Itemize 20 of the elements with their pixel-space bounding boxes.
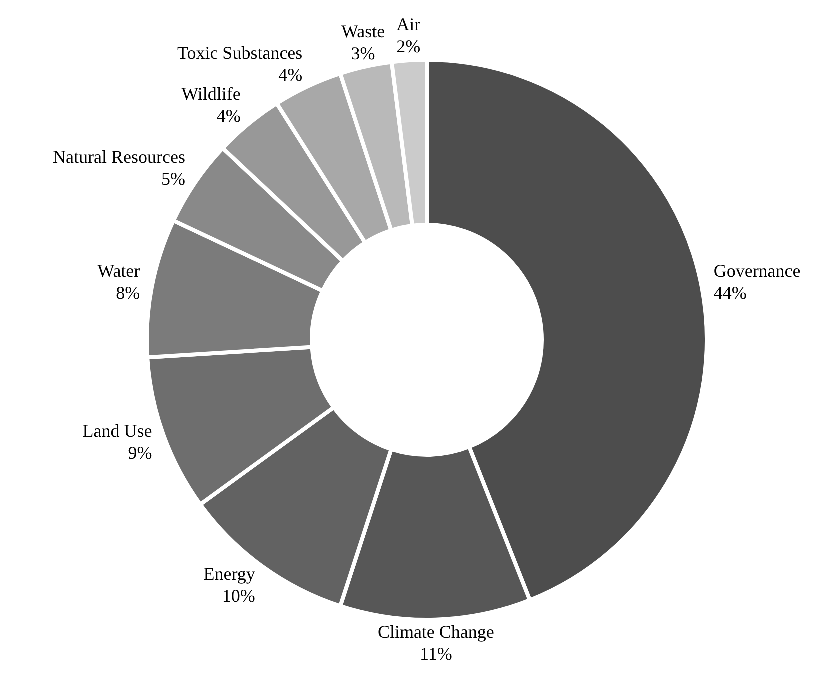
slice-label: Toxic Substances <box>177 42 303 63</box>
slice-label: Waste <box>342 21 386 42</box>
data-label: 4% <box>278 64 303 85</box>
slice-label: Natural Resources <box>53 147 186 168</box>
slice-label: Land Use <box>82 420 152 441</box>
data-label: 11% <box>420 644 452 664</box>
data-label: 5% <box>161 169 186 190</box>
slice-label: Water <box>98 261 140 282</box>
data-label: 2% <box>396 36 421 57</box>
data-label: 8% <box>116 283 140 304</box>
data-label: 9% <box>128 442 152 463</box>
data-label: 4% <box>216 106 241 126</box>
slice-label: Air <box>396 14 421 35</box>
slice-label: Climate Change <box>378 622 494 642</box>
data-label: 10% <box>222 586 256 606</box>
slice-label: Wildlife <box>182 84 241 104</box>
data-label: 44% <box>714 283 747 304</box>
slice-label: Energy <box>204 564 256 584</box>
slice-label: Governance <box>714 261 801 282</box>
data-label: 3% <box>351 43 376 64</box>
